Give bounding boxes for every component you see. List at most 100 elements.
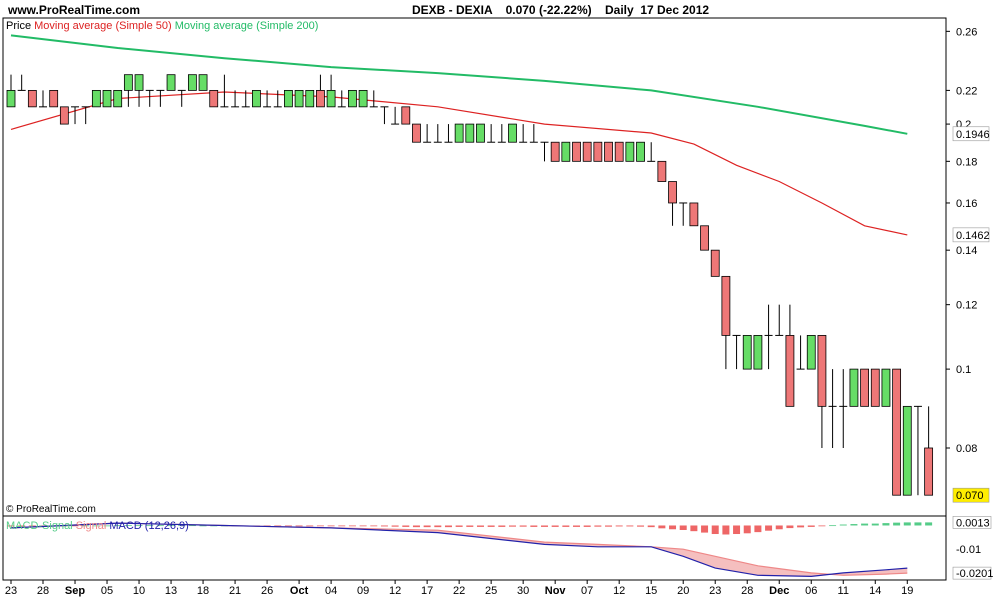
x-tick-label: 04 (325, 585, 337, 597)
macd-histogram-bar (647, 525, 655, 528)
value-badge-label: 0.1946 (956, 129, 990, 141)
x-tick-label: 25 (485, 585, 497, 597)
legend-macd: MACD (12,26,9) (109, 520, 188, 532)
chart-header: www.ProRealTime.com DEXB - DEXIA 0.070 (… (0, 0, 1000, 20)
x-tick-label: Sep (65, 585, 85, 597)
macd-histogram-bar (359, 525, 367, 527)
macd-histogram-bar (124, 525, 132, 527)
period-date: Daily 17 Dec 2012 (604, 3, 710, 17)
macd-histogram-bar (711, 525, 719, 535)
macd-histogram-bar (861, 523, 869, 526)
x-tick-label: 12 (389, 585, 401, 597)
macd-histogram-bar (541, 525, 548, 527)
price-y-tick-label: 0.22 (956, 85, 977, 97)
macd-histogram-bar (423, 525, 431, 528)
candle-body (294, 89, 304, 108)
x-tick-label: 09 (357, 585, 369, 597)
price-y-tick-label: 0.14 (956, 245, 977, 257)
macd-histogram-bar (765, 525, 773, 531)
macd-histogram-bar (156, 525, 164, 527)
x-tick-label: 11 (838, 585, 849, 597)
macd-histogram-bar (210, 525, 218, 527)
x-tick-label: Dec (769, 585, 789, 597)
candle-body (742, 335, 752, 370)
candle-body (27, 89, 37, 108)
macd-histogram-bar (295, 525, 303, 527)
legend-macd-signal: MACD-Signal (6, 520, 73, 532)
candle-body (561, 141, 571, 162)
macd-signal-band (11, 523, 908, 577)
macd-histogram-bar (530, 525, 538, 527)
candle-body (123, 74, 133, 91)
macd-histogram-bar (797, 525, 805, 528)
macd-histogram-bar (188, 525, 196, 527)
macd-histogram-bar (551, 525, 559, 527)
candle-body (700, 225, 709, 251)
candle-body (870, 368, 880, 407)
candle-body (636, 141, 645, 162)
macd-histogram-bar (466, 525, 474, 527)
macd-histogram-bar (882, 523, 890, 526)
x-tick-label: 26 (261, 585, 273, 597)
macd-histogram-bar (103, 525, 111, 527)
macd-histogram-bar (573, 525, 581, 527)
macd-histogram-bar (594, 525, 602, 527)
macd-histogram-bar (487, 525, 495, 527)
x-tick-label: 30 (517, 585, 529, 597)
macd-line (10, 522, 908, 578)
site-link[interactable]: www.ProRealTime.com (8, 3, 141, 17)
quote-value: 0.070 (-22.22%) (505, 3, 592, 17)
macd-y-tick-label: -0.0201 (956, 568, 993, 580)
x-tick-label: 23 (709, 585, 721, 597)
candle-body (166, 74, 176, 91)
x-tick-label: 05 (101, 585, 113, 597)
price-legend: Price Moving average (Simple 50) Moving … (6, 20, 318, 32)
macd-histogram-bar (444, 525, 452, 528)
price-y-tick-label: 0.18 (956, 156, 977, 168)
macd-histogram-bar (7, 525, 15, 527)
macd-histogram-bar (306, 525, 314, 527)
ticker-name: DEXB - DEXIA (412, 3, 493, 17)
macd-histogram-bar (615, 525, 623, 527)
macd-histogram-bar (519, 525, 527, 527)
price-y-tick-label: 0.16 (956, 198, 977, 210)
macd-histogram-bar (178, 525, 186, 527)
candle-body (753, 335, 763, 370)
macd-histogram-bar (733, 525, 741, 535)
macd-histogram-bar (28, 525, 36, 527)
macd-legend: MACD-Signal Signal MACD (12,26,9) (6, 520, 189, 532)
candle-body (348, 89, 357, 108)
candle-body (59, 106, 69, 125)
macd-histogram-bar (284, 525, 292, 527)
candle-body (508, 123, 517, 143)
candle-body (316, 89, 325, 108)
legend-signal: Signal (76, 520, 107, 532)
x-tick-label: 18 (197, 585, 209, 597)
candle-body (657, 160, 667, 182)
macd-histogram-bar (871, 523, 879, 526)
candle-body (881, 368, 891, 407)
price-panel-frame (2, 17, 947, 517)
macd-histogram-bar (434, 525, 442, 528)
x-tick-label: 10 (133, 585, 145, 597)
macd-histogram-bar (380, 525, 388, 527)
macd-histogram-bar (829, 525, 837, 527)
x-tick-label: Oct (290, 585, 309, 597)
macd-histogram-bar (476, 525, 484, 527)
x-tick-label: 28 (741, 585, 753, 597)
macd-histogram-bar (508, 525, 516, 527)
candle-body (252, 89, 261, 108)
x-tick-label: 06 (805, 585, 817, 597)
ticker-info: DEXB - DEXIA 0.070 (-22.22%) Daily 17 De… (412, 3, 709, 17)
candle-body (902, 405, 912, 496)
candle-body (614, 141, 624, 162)
macd-plot (7, 522, 933, 578)
macd-histogram-bar (338, 525, 346, 527)
price-y-tick-label: 0.26 (956, 26, 977, 38)
macd-y-tick-label: 0.0013 (956, 517, 990, 529)
macd-badge-box (952, 516, 992, 529)
macd-histogram-bar (818, 525, 826, 527)
ma200-line (10, 34, 908, 135)
macd-histogram-bar (754, 525, 762, 533)
